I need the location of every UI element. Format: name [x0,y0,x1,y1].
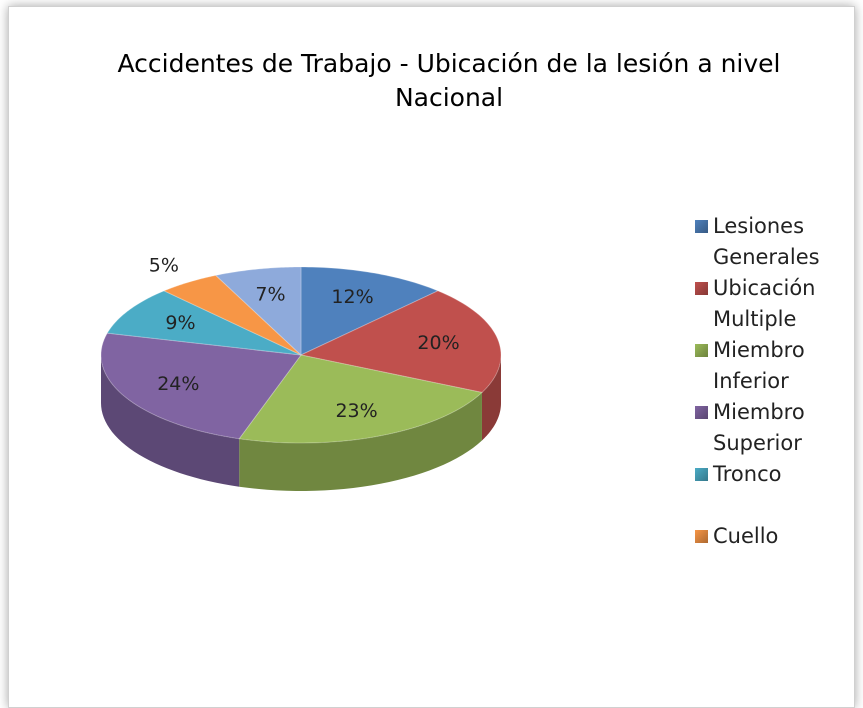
legend-label: Tronco [713,462,782,486]
legend-item: Miembro Inferior [695,335,845,397]
legend-item: Ubicación Multiple [695,273,845,335]
slice-side [481,355,501,441]
legend-label: Lesiones Generales [713,214,820,269]
data-label: 5% [149,255,179,277]
slice-side [101,355,240,487]
legend-item: Miembro Superior [695,397,845,459]
data-label: 7% [255,283,285,305]
slice [238,354,484,444]
slice-side [239,392,482,491]
legend-item: Cuello [695,521,845,583]
data-label: 20% [417,332,459,354]
legend-swatch [695,220,708,233]
legend-swatch [695,344,708,357]
legend-label: Ubicación Multiple [713,276,816,331]
legend-label: Miembro Inferior [713,338,805,393]
legend-label: Cuello [713,524,779,548]
slice [214,266,302,357]
slice [100,332,302,440]
data-label: 24% [157,373,199,395]
slice [300,266,440,356]
chart-title: Accidentes de Trabajo - Ubicación de la … [117,49,781,112]
slice [299,290,502,394]
legend-swatch [695,406,708,419]
legend-item: Lesiones Generales [695,211,845,273]
slice [106,290,302,356]
legend-swatch [695,282,708,295]
data-label: 9% [165,312,195,334]
pie: 12% 20% 23% 24% 9% 5% 7% [100,255,502,491]
legend: Lesiones Generales Ubicación Multiple Miem… [695,211,845,583]
legend-swatch [695,530,708,543]
legend-item: Tronco [695,459,845,521]
chart-frame: Accidentes de Trabajo - Ubicación de la … [8,6,855,708]
data-label: 12% [331,286,373,308]
slice [162,274,302,356]
legend-swatch [695,468,708,481]
data-label: 23% [335,400,377,422]
legend-label: Miembro Superior [713,400,805,455]
